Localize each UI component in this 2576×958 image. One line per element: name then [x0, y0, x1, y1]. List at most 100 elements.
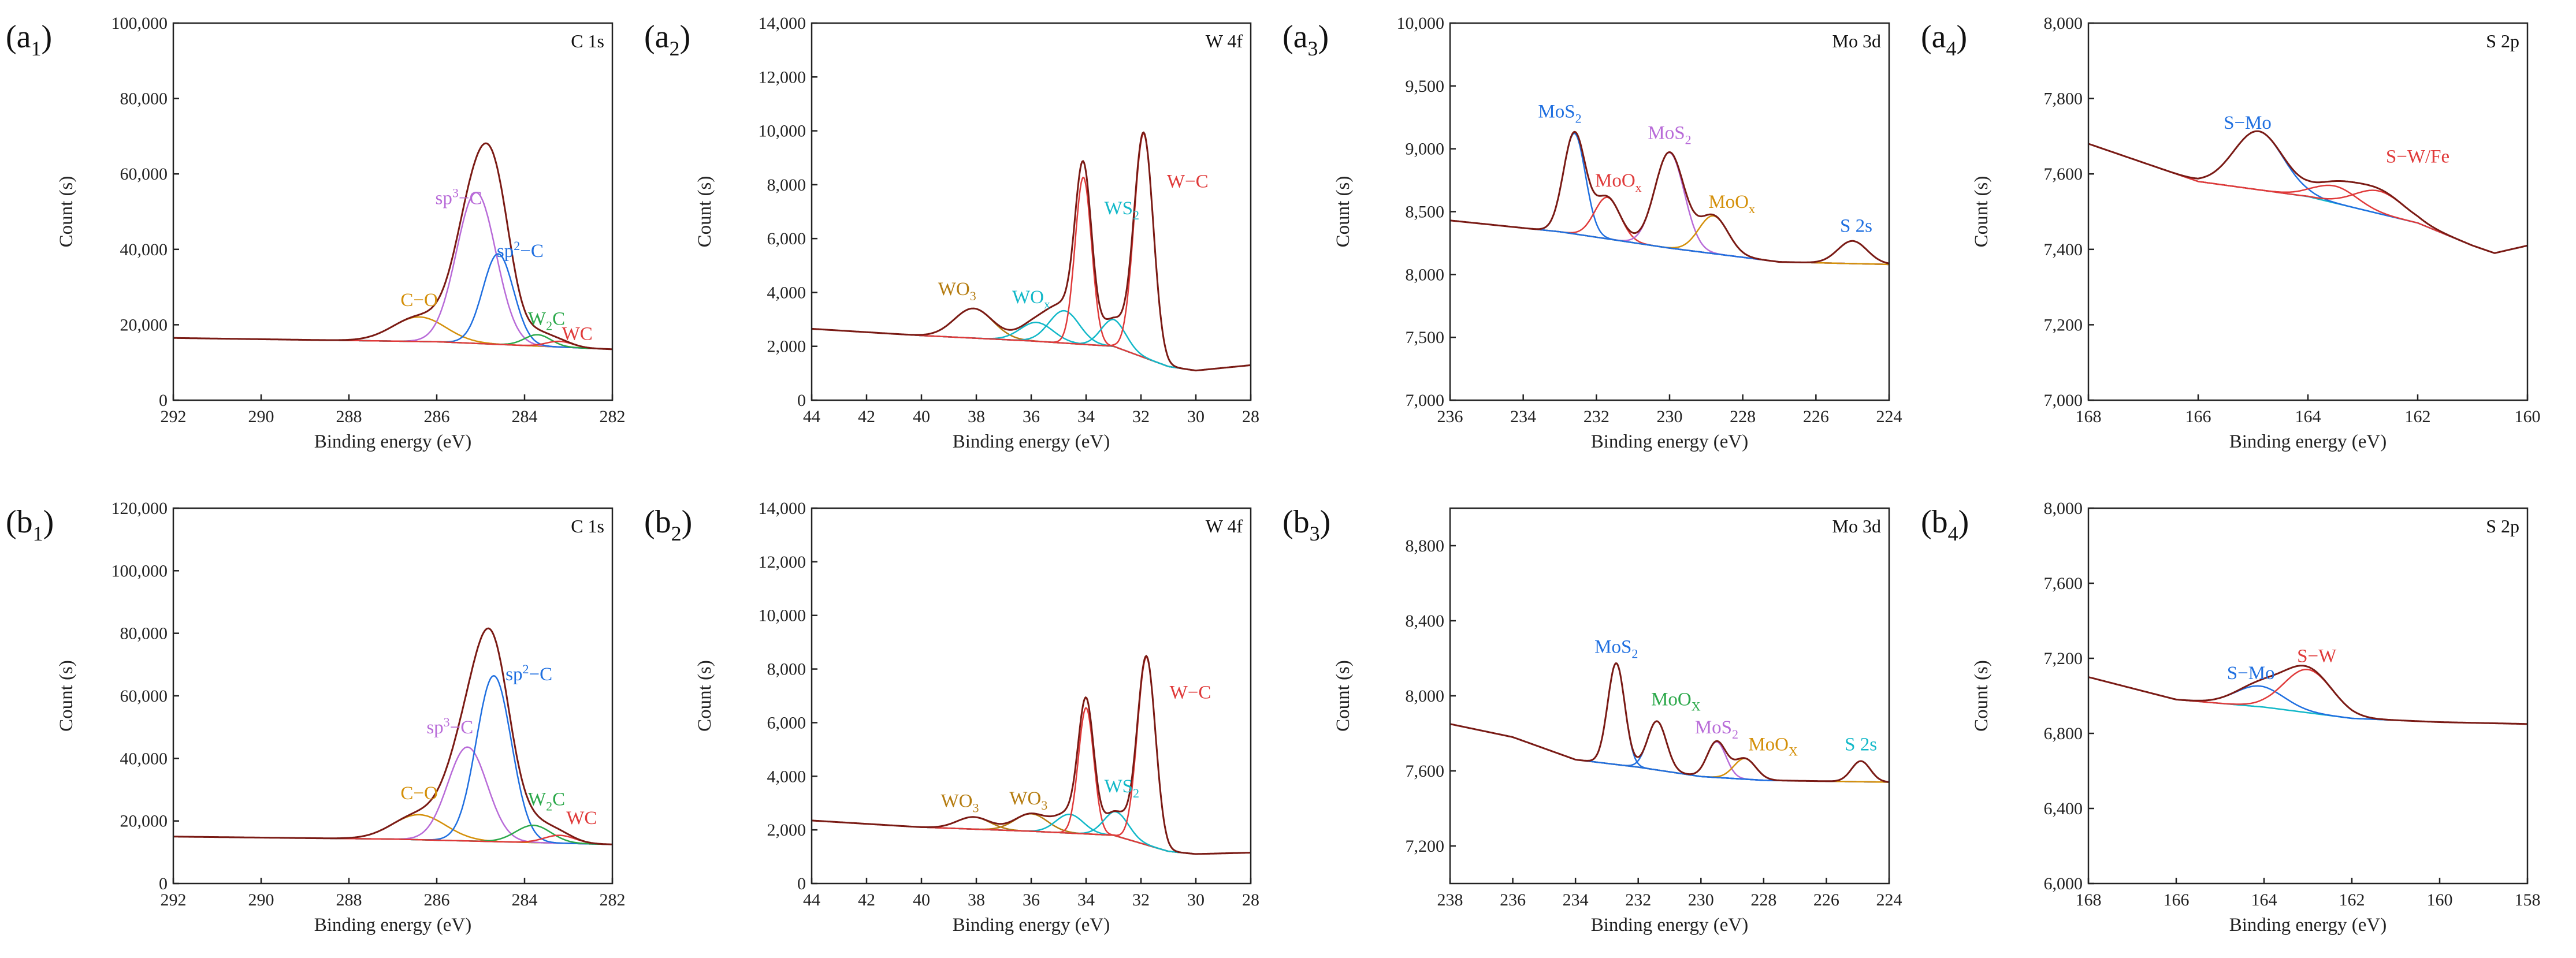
- peak-annotation: MoOX: [1748, 734, 1798, 758]
- spectrum-title: W 4f: [1206, 31, 1243, 51]
- peak-WO3: [812, 307, 1251, 371]
- panel-label: (a3): [1283, 19, 1329, 60]
- x-tick-label: 228: [1750, 890, 1776, 909]
- y-tick-label: 120,000: [111, 499, 168, 518]
- x-tick-label: 38: [968, 407, 985, 426]
- x-tick-label: 34: [1077, 890, 1095, 909]
- x-tick-label: 288: [336, 890, 362, 909]
- x-tick-label: 232: [1583, 407, 1609, 426]
- y-tick-label: 10,000: [1397, 14, 1445, 33]
- x-axis-label: Binding energy (eV): [2229, 431, 2387, 452]
- y-tick-label: 20,000: [120, 812, 168, 831]
- y-tick-label: 6,000: [767, 713, 806, 732]
- x-tick-label: 36: [1023, 890, 1040, 909]
- peak-annotation: MoOx: [1595, 170, 1642, 195]
- x-tick-label: 284: [512, 890, 538, 909]
- panel-a4: 168 166 164 162 160 7,000 7,200 7,400 7,600 7,800…: [1921, 14, 2541, 452]
- panel-b3: 238 236 234 232 230 228 226 224 7,200 7,600 8,000 8…: [1283, 504, 1902, 935]
- peak-sp2-C: [173, 253, 612, 351]
- x-tick-label: 292: [161, 407, 187, 426]
- panel-b4: 168 166 164 162 160 158 6,000 6,400 6,800 7,200 7,…: [1921, 499, 2541, 935]
- envelope-line: [173, 627, 612, 845]
- x-tick-label: 36: [1023, 407, 1040, 426]
- x-tick-label: 236: [1500, 890, 1526, 909]
- panel-label: (b3): [1283, 504, 1330, 545]
- x-tick-label: 42: [858, 407, 875, 426]
- peak-annotation: WO3: [938, 279, 976, 303]
- y-tick-label: 4,000: [767, 767, 806, 786]
- y-tick-label: 9,500: [1406, 77, 1445, 96]
- x-tick-label: 164: [2295, 407, 2321, 426]
- y-tick-label: 80,000: [120, 90, 168, 109]
- x-tick-label: 288: [336, 407, 362, 426]
- peak-S-Mo: [2088, 676, 2527, 725]
- peak-WS2-2: [812, 318, 1251, 371]
- x-tick-label: 224: [1876, 890, 1902, 909]
- x-tick-label: 282: [600, 407, 626, 426]
- x-tick-label: 230: [1688, 890, 1714, 909]
- x-tick-label: 40: [913, 890, 930, 909]
- peak-annotation: MoOX: [1651, 689, 1701, 713]
- y-axis-label: Count (s): [1333, 176, 1354, 248]
- y-tick-label: 8,000: [2044, 14, 2083, 33]
- peak-S-W/Fe-1: [2088, 143, 2527, 254]
- background-line: [2088, 143, 2527, 254]
- x-tick-label: 228: [1730, 407, 1756, 426]
- x-tick-label: 162: [2405, 407, 2431, 426]
- peak-annotation: MoS2: [1594, 636, 1638, 661]
- x-tick-label: 234: [1510, 407, 1536, 426]
- peak-sp2-C: [173, 675, 612, 845]
- curves-b1: [173, 627, 612, 845]
- y-tick-label: 60,000: [120, 687, 168, 706]
- y-tick-label: 10,000: [759, 606, 806, 625]
- curves-b2: [812, 654, 1251, 855]
- y-tick-label: 8,000: [1406, 687, 1445, 706]
- x-axis-label: Binding energy (eV): [314, 915, 472, 935]
- peak-W-C-1: [812, 707, 1251, 855]
- peak-WS2-2: [812, 811, 1251, 855]
- y-axis-label: Count (s): [56, 660, 77, 732]
- y-tick-label: 7,000: [1406, 391, 1445, 410]
- peak-S-Mo: [2088, 130, 2527, 254]
- y-tick-label: 6,000: [767, 229, 806, 248]
- y-tick-label: 8,000: [767, 660, 806, 679]
- envelope-line: [1450, 131, 1889, 264]
- y-tick-label: 6,400: [2044, 799, 2083, 818]
- plot-frame: [172, 22, 614, 401]
- x-tick-label: 166: [2164, 890, 2190, 909]
- x-tick-label: 30: [1187, 890, 1205, 909]
- x-axis-label: Binding energy (eV): [953, 915, 1110, 935]
- y-tick-label: 80,000: [120, 624, 168, 643]
- panel-label: (a4): [1921, 19, 1967, 60]
- y-tick-label: 0: [797, 391, 806, 410]
- envelope-line: [812, 654, 1251, 855]
- y-tick-label: 12,000: [759, 68, 806, 87]
- x-tick-label: 224: [1876, 407, 1902, 426]
- y-tick-label: 14,000: [759, 14, 806, 33]
- peak-annotation: W−C: [1167, 172, 1209, 192]
- x-tick-label: 32: [1132, 890, 1150, 909]
- plot-frame: [2087, 22, 2529, 401]
- peak-S-W: [2088, 669, 2527, 725]
- peak-annotation: C−O: [400, 783, 437, 804]
- y-tick-label: 7,000: [2044, 391, 2083, 410]
- peak-annotation: WS2: [1105, 198, 1140, 222]
- y-tick-label: 4,000: [767, 283, 806, 302]
- spectrum-title: W 4f: [1206, 516, 1243, 536]
- panel-label: (b1): [6, 504, 54, 545]
- x-axis-label: Binding energy (eV): [314, 431, 472, 452]
- x-tick-label: 28: [1242, 890, 1259, 909]
- y-tick-label: 8,000: [767, 176, 806, 195]
- y-tick-label: 7,500: [1406, 328, 1445, 347]
- y-tick-label: 8,000: [1406, 265, 1445, 284]
- x-tick-label: 162: [2339, 890, 2365, 909]
- plot-frame: [2087, 507, 2529, 885]
- peak-annotation: S−Mo: [2224, 113, 2272, 133]
- x-tick-label: 38: [968, 890, 985, 909]
- curves-b3: [1450, 662, 1889, 783]
- peak-annotation: MoOx: [1708, 192, 1755, 216]
- peak-annotation: S−W: [2297, 646, 2337, 667]
- y-tick-label: 7,200: [2044, 649, 2083, 668]
- x-axis-label: Binding energy (eV): [2229, 915, 2387, 935]
- panel-b2: 44 42 40 38 36 34 32 30 28 0 2,000 4,000 6,000 8,000 1…: [644, 499, 1259, 935]
